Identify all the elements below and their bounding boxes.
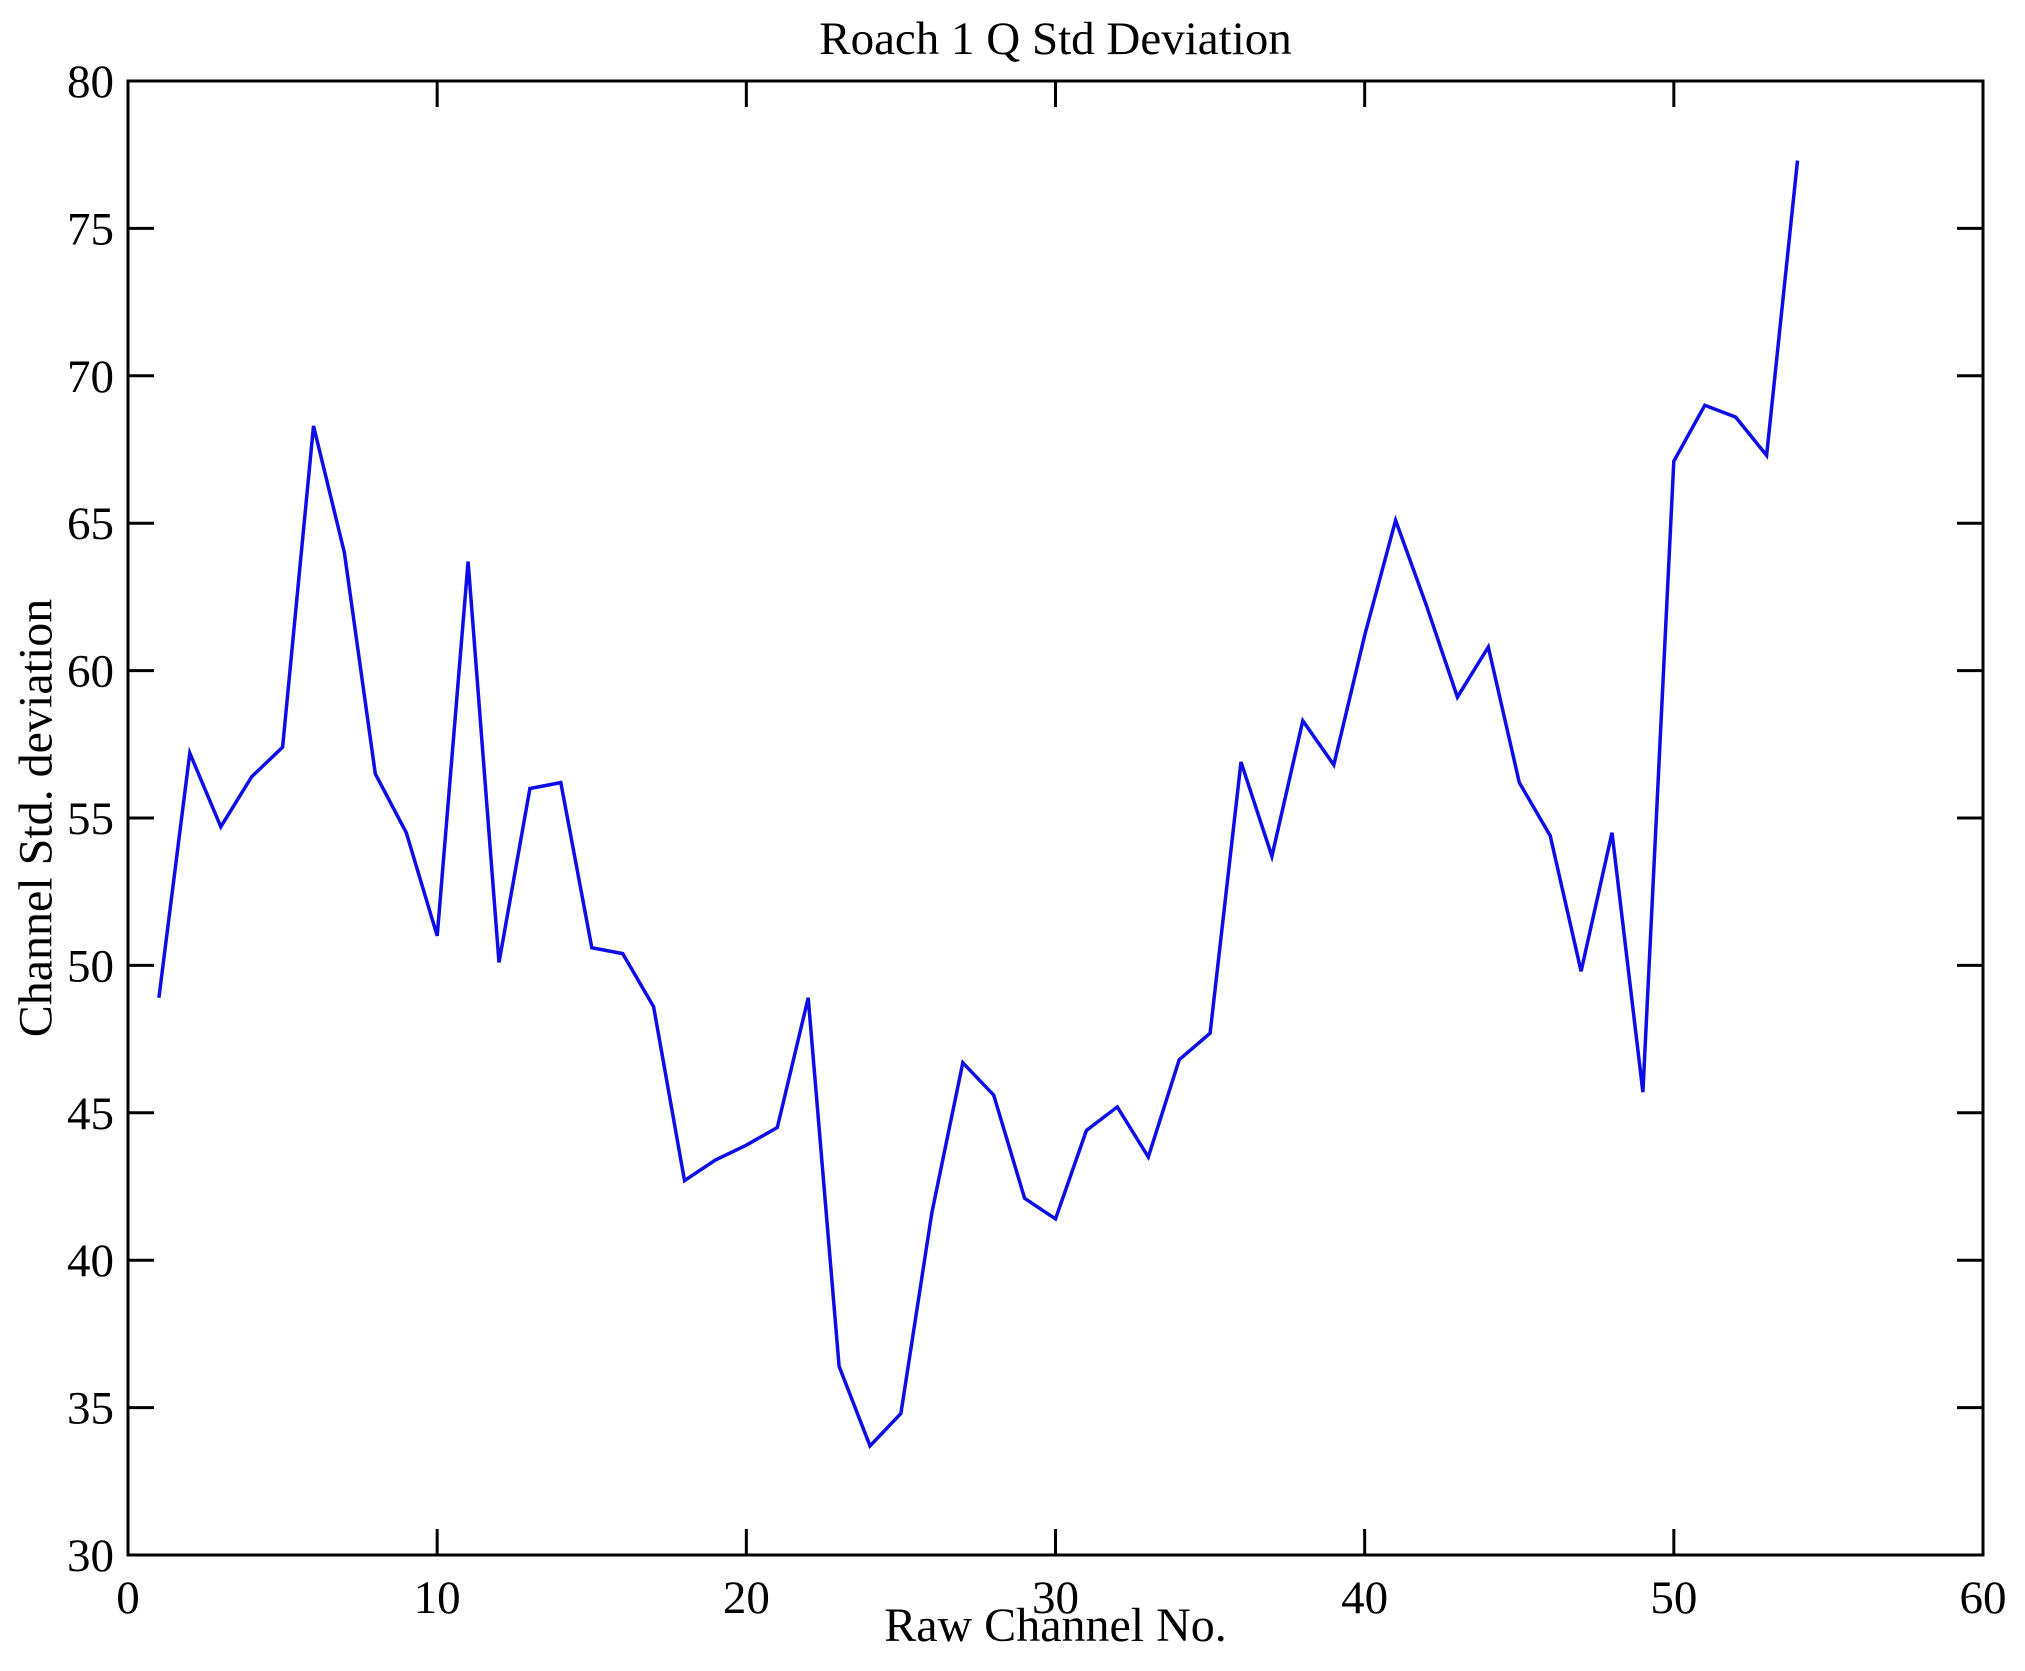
- x-tick-label: 50: [1650, 1572, 1697, 1624]
- y-tick-label: 35: [67, 1383, 114, 1435]
- x-tick-label: 20: [723, 1572, 770, 1624]
- y-tick-label: 80: [67, 56, 114, 108]
- y-tick-label: 45: [67, 1088, 114, 1140]
- x-axis-label: Raw Channel No.: [884, 1599, 1227, 1652]
- x-tick-label: 40: [1341, 1572, 1388, 1624]
- y-tick-label: 30: [67, 1530, 114, 1582]
- x-tick-label: 10: [414, 1572, 461, 1624]
- data-line: [157, 160, 1800, 1450]
- y-tick-label: 55: [67, 793, 114, 845]
- chart-title: Roach 1 Q Std Deviation: [819, 13, 1292, 65]
- y-tick-label: 50: [67, 940, 114, 992]
- y-tick-label: 70: [67, 351, 114, 403]
- y-tick-label: 65: [67, 498, 114, 550]
- x-tick-label: 30: [1032, 1572, 1079, 1624]
- y-tick-label: 40: [67, 1235, 114, 1287]
- plot-frame: [126, 79, 1985, 1557]
- y-tick-label: 60: [67, 646, 114, 698]
- x-tick-label: 0: [116, 1572, 140, 1624]
- y-tick-label: 75: [67, 203, 114, 255]
- x-tick-label: 60: [1960, 1572, 2007, 1624]
